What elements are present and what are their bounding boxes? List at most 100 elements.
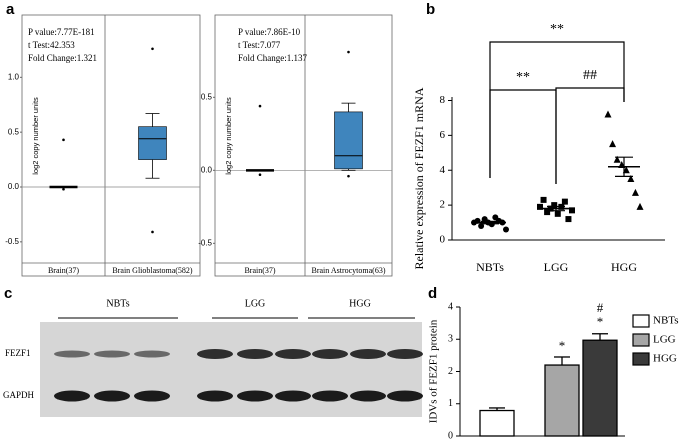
y-tick-label: -0.5 xyxy=(5,237,19,246)
band xyxy=(312,349,348,359)
significance: ** xyxy=(516,70,530,85)
box xyxy=(138,126,167,160)
significance: * xyxy=(559,338,566,353)
y-axis-label: log2 copy number units xyxy=(31,97,40,175)
blot-background xyxy=(40,322,422,417)
point xyxy=(565,216,572,223)
y-tick-label: 1.0 xyxy=(8,72,20,81)
bracket xyxy=(489,89,557,184)
panel-label: c xyxy=(4,285,12,302)
significance: # xyxy=(597,300,604,315)
bracket xyxy=(555,87,625,184)
y-tick-label: 0 xyxy=(448,430,453,439)
band xyxy=(275,349,311,359)
blot-group: NBTs xyxy=(106,298,129,309)
band xyxy=(350,390,386,402)
point xyxy=(544,209,551,216)
outlier xyxy=(347,174,350,178)
outlier xyxy=(62,138,65,142)
annotation: P value:7.77E-181 xyxy=(28,27,95,37)
y-tick-label: 0 xyxy=(440,234,446,246)
x-tick-label: LGG xyxy=(544,260,569,274)
band xyxy=(387,349,423,359)
significance: ## xyxy=(583,68,597,83)
band xyxy=(237,390,273,402)
outlier xyxy=(62,187,65,191)
point xyxy=(561,198,568,205)
outlier xyxy=(151,47,154,51)
significance: * xyxy=(597,314,604,329)
blot-group: HGG xyxy=(349,298,371,309)
legend-swatch xyxy=(632,333,650,347)
x-tick-label: NBTs xyxy=(476,260,504,274)
band xyxy=(197,390,233,402)
band xyxy=(54,390,90,402)
band xyxy=(312,390,348,402)
panel-label: d xyxy=(428,285,437,302)
y-axis-label: Relative expression of FEZF1 mRNA xyxy=(412,87,426,269)
annotation: Fold Change:1.137 xyxy=(238,53,307,63)
point xyxy=(604,110,612,118)
blot-bands xyxy=(54,349,423,402)
bar xyxy=(544,364,580,437)
y-tick-label: 2 xyxy=(440,199,446,211)
point xyxy=(613,155,621,163)
y-tick-label: 3 xyxy=(448,334,453,345)
point xyxy=(554,210,561,217)
point xyxy=(631,188,639,196)
y-axis-label: log2 copy number units xyxy=(224,97,233,175)
outlier xyxy=(258,104,262,108)
panel-label: b xyxy=(426,1,435,18)
significance: ** xyxy=(550,22,564,37)
box xyxy=(334,111,363,170)
y-tick-label: 4 xyxy=(448,301,453,312)
x-tick-label: Brain Astrocytoma(63) xyxy=(312,266,386,275)
panel-label: a xyxy=(6,1,15,18)
x-tick-label: Brain(37) xyxy=(244,266,275,275)
bar xyxy=(582,339,618,437)
band xyxy=(387,390,423,402)
point xyxy=(609,140,617,148)
band xyxy=(94,350,130,358)
point xyxy=(540,196,547,203)
blot-group: LGG xyxy=(245,298,266,309)
point xyxy=(627,174,635,182)
y-tick-label: -0.5 xyxy=(198,238,212,247)
point xyxy=(636,202,644,210)
annotation: t Test:42.353 xyxy=(28,40,75,50)
band xyxy=(134,390,170,402)
x-tick-label: HGG xyxy=(611,260,637,274)
outlier xyxy=(347,50,350,54)
y-tick-label: 0.0 xyxy=(201,165,213,174)
outlier xyxy=(258,173,262,176)
band xyxy=(94,390,130,402)
legend-label: HGG xyxy=(653,353,677,365)
outlier xyxy=(151,230,154,234)
y-tick-label: 6 xyxy=(440,129,446,141)
bar xyxy=(479,409,515,437)
point xyxy=(503,226,509,233)
legend-label: LGG xyxy=(653,334,676,346)
band xyxy=(350,349,386,359)
point xyxy=(537,203,543,210)
band xyxy=(237,349,273,359)
y-tick-label: 0.0 xyxy=(8,182,20,191)
blot-row-label: FEZF1 xyxy=(5,348,31,358)
y-tick-label: 0.5 xyxy=(201,92,213,101)
annotation: Fold Change:1.321 xyxy=(28,53,97,63)
blot-row-label: GAPDH xyxy=(3,390,35,400)
y-tick-label: 1 xyxy=(448,398,453,409)
bracket xyxy=(489,41,625,178)
plot-frame xyxy=(21,14,201,277)
point xyxy=(478,223,485,230)
x-tick-label: Brain Glioblastoma(582) xyxy=(112,266,193,275)
band xyxy=(54,350,90,358)
x-tick-label: Brain(37) xyxy=(48,266,79,275)
legend-swatch xyxy=(632,352,650,366)
y-tick-label: 2 xyxy=(448,366,453,377)
annotation: t Test:7.077 xyxy=(238,40,281,50)
y-tick-label: 4 xyxy=(440,164,446,176)
annotation: P value:7.86E-10 xyxy=(238,27,301,37)
y-tick-label: 0.5 xyxy=(8,127,20,136)
